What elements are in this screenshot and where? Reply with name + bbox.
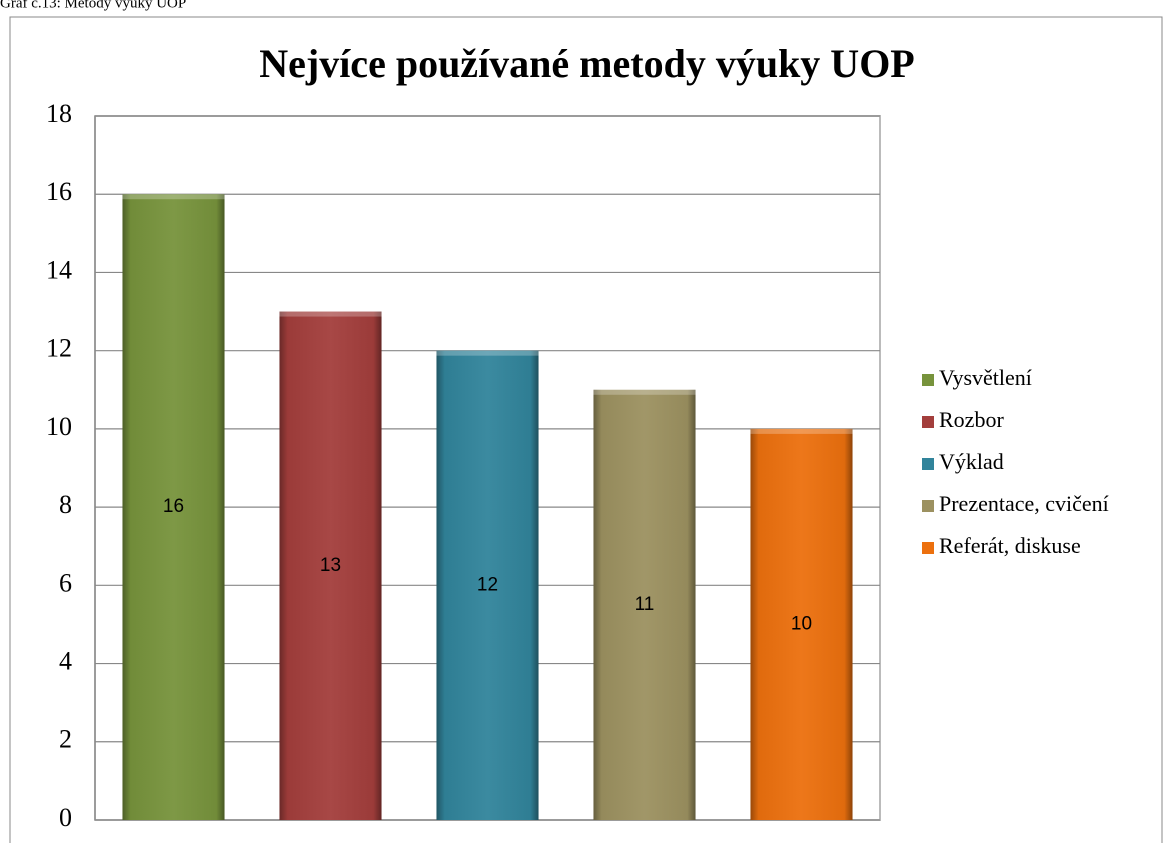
y-tick-label: 18 <box>46 99 72 128</box>
bar-shade <box>593 389 696 820</box>
legend-label: Vysvětlení <box>939 365 1032 390</box>
bar-shade <box>436 350 539 820</box>
data-label: 16 <box>163 496 184 517</box>
y-tick-label: 16 <box>46 177 72 206</box>
bar-shade <box>279 311 382 820</box>
bar-shade <box>122 194 225 820</box>
legend-swatch <box>922 500 934 512</box>
legend-label: Prezentace, cvičení <box>939 491 1109 516</box>
legend-label: Referát, diskuse <box>939 533 1081 558</box>
bar-shade <box>750 428 853 820</box>
chart-title: Nejvíce používané metody výuky UOP <box>259 41 915 86</box>
y-tick-label: 4 <box>59 647 72 676</box>
y-tick-label: 0 <box>59 803 72 832</box>
legend-swatch <box>922 542 934 554</box>
data-label: 13 <box>320 555 341 576</box>
data-label: 10 <box>791 613 812 634</box>
data-label: 11 <box>635 594 655 615</box>
bar-top <box>279 311 382 317</box>
bar-top <box>750 428 853 434</box>
y-tick-label: 2 <box>59 725 72 754</box>
y-tick-label: 10 <box>46 412 72 441</box>
y-tick-label: 6 <box>59 568 72 597</box>
legend-label: Rozbor <box>939 407 1004 432</box>
bar-top <box>122 194 225 200</box>
legend-swatch <box>922 374 934 386</box>
legend-swatch <box>922 458 934 470</box>
legend-swatch <box>922 416 934 428</box>
y-tick-label: 8 <box>59 490 72 519</box>
data-label: 12 <box>477 574 498 595</box>
bar-top <box>593 389 696 395</box>
y-tick-label: 14 <box>46 255 72 284</box>
legend-label: Výklad <box>939 449 1004 474</box>
bar-top <box>436 350 539 356</box>
caption: Graf č.13: Metody výuky UOP <box>0 0 186 11</box>
y-tick-label: 12 <box>46 334 72 363</box>
chart-frame <box>9 16 1163 843</box>
